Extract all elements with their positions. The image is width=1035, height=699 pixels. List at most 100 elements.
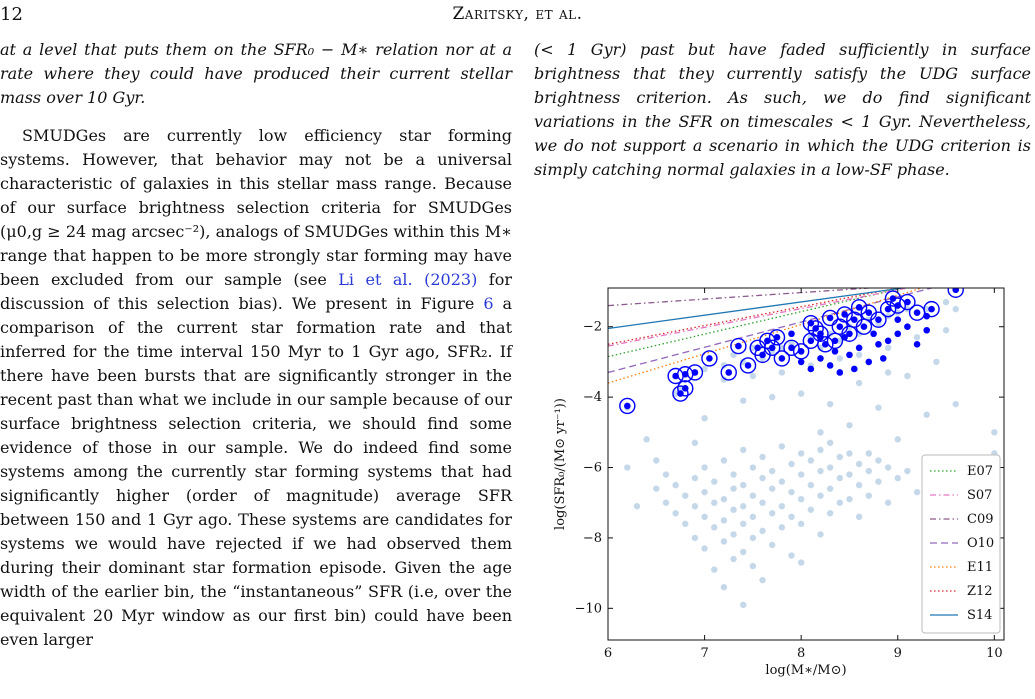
data-point — [788, 513, 795, 520]
data-point — [826, 485, 834, 492]
y-tick-label: −2 — [583, 320, 602, 335]
star-forming-point — [831, 348, 839, 355]
star-forming-point — [759, 351, 766, 359]
data-point — [884, 499, 892, 506]
right-column: (< 1 Gyr) past but have faded sufficient… — [534, 38, 1031, 182]
circle-marker — [686, 364, 704, 381]
citation-link[interactable]: Li et al. (2023) — [338, 270, 478, 289]
data-point — [817, 429, 824, 436]
data-point — [653, 485, 660, 492]
right-paragraph: (< 1 Gyr) past but have faded sufficient… — [534, 40, 1031, 179]
star-forming-point — [812, 325, 819, 332]
star-forming-point — [850, 316, 858, 323]
data-point — [778, 344, 786, 352]
data-point — [855, 351, 863, 359]
circle-marker — [739, 357, 757, 374]
data-point — [701, 488, 708, 496]
data-point — [836, 474, 844, 482]
star-forming-point — [865, 309, 873, 316]
circle-marker — [672, 385, 689, 402]
data-point — [653, 457, 660, 464]
data-point — [682, 492, 689, 499]
star-forming-point — [822, 341, 829, 348]
scatter-chart: 6 7 8 9 10 −2 −4 −6 −8 −10 log(M∗/M⊙) log(SFR₀/(M⊙ … — [553, 287, 1005, 678]
star-forming-point — [875, 316, 882, 323]
data-point — [672, 510, 679, 517]
circle-marker — [923, 300, 940, 318]
x-tick-label: 8 — [797, 646, 805, 661]
data-point — [740, 446, 747, 454]
legend-label-e07: E07 — [967, 464, 993, 479]
data-point — [855, 379, 863, 387]
data-point — [720, 538, 728, 545]
y-tick-label: −8 — [583, 531, 602, 546]
legend-label-e11: E11 — [967, 560, 993, 575]
circle-marker — [884, 290, 902, 307]
star-forming-point — [923, 326, 931, 334]
star-forming-point — [884, 305, 892, 313]
data-point — [855, 513, 863, 520]
circle-marker — [763, 339, 781, 357]
data-point — [836, 453, 844, 461]
data-point — [759, 576, 766, 584]
data-point — [797, 520, 805, 528]
figure-ref-link[interactable]: 6 — [483, 294, 494, 313]
page-header: 12 Zaritsky, et al. — [0, 0, 1035, 36]
data-point — [749, 562, 757, 570]
paragraph-text: SMUDGes are currently low efficiency sta… — [0, 126, 512, 289]
data-point — [768, 467, 776, 475]
data-point — [797, 450, 805, 457]
star-forming-point — [865, 358, 873, 366]
data-point — [817, 344, 824, 352]
data-point — [826, 400, 834, 408]
data-point — [730, 555, 737, 563]
data-point — [711, 524, 718, 531]
star-forming-point — [841, 333, 848, 341]
data-point — [730, 471, 737, 478]
data-point — [933, 358, 940, 366]
data-point — [740, 548, 747, 556]
data-point — [778, 369, 786, 376]
circle-marker — [773, 350, 791, 367]
data-point — [701, 365, 708, 373]
data-point — [817, 492, 824, 499]
data-point — [875, 478, 882, 485]
star-forming-point — [913, 341, 921, 348]
star-forming-point — [691, 369, 699, 376]
data-point — [923, 305, 930, 313]
star-forming-point — [788, 344, 795, 352]
data-point — [836, 499, 844, 506]
relation-line-e07 — [608, 288, 903, 358]
star-forming-point — [855, 304, 863, 311]
data-point — [720, 457, 728, 464]
circle-marker — [792, 343, 810, 360]
data-point — [865, 450, 872, 457]
data-point — [826, 439, 834, 447]
x-tick-label: 10 — [986, 646, 1003, 661]
data-point — [740, 397, 747, 404]
data-point — [807, 506, 815, 513]
data-point — [826, 464, 834, 471]
star-forming-point — [850, 365, 858, 373]
data-point — [778, 478, 786, 485]
data-point — [730, 506, 737, 513]
star-forming-point — [826, 362, 834, 369]
data-point — [720, 496, 728, 503]
circle-marker — [619, 397, 636, 415]
data-point — [846, 471, 853, 478]
star-forming-point — [826, 314, 834, 322]
circle-marker — [720, 364, 737, 381]
data-point — [817, 531, 824, 538]
data-point — [778, 503, 786, 510]
data-point — [672, 481, 679, 489]
data-point — [662, 471, 670, 478]
data-point — [701, 545, 708, 552]
data-point — [749, 492, 757, 499]
data-point — [749, 344, 757, 352]
legend-label-s14: S14 — [967, 608, 992, 623]
data-point — [826, 330, 834, 337]
x-tick-label: 7 — [700, 646, 708, 661]
figure-scatter-plot: 6 7 8 9 10 −2 −4 −6 −8 −10 log(M∗/M⊙) log(SFR₀/(M⊙ … — [530, 280, 1035, 699]
intro-text: at a level that puts them on the SFR₀ − … — [0, 40, 512, 107]
running-head: Zaritsky, et al. — [452, 4, 583, 24]
